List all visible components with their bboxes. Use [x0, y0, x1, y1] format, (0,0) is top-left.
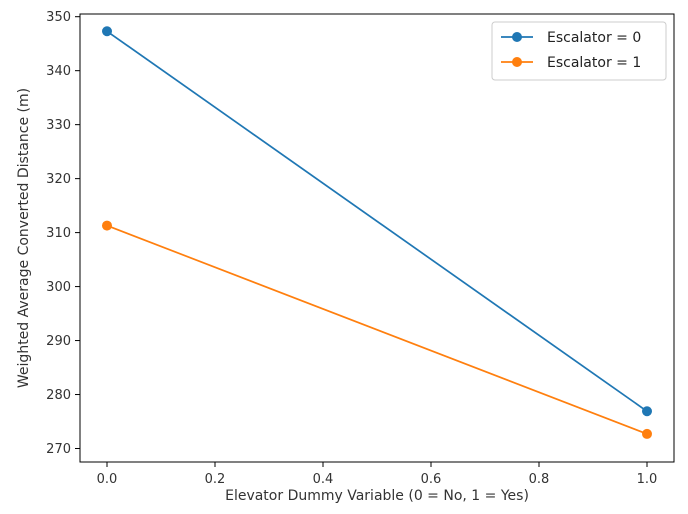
legend-swatch-marker: [512, 32, 522, 42]
y-tick-label: 310: [46, 226, 71, 241]
y-tick-label: 330: [46, 118, 71, 133]
x-tick-label: 1.0: [637, 472, 658, 487]
series-layer: [102, 26, 652, 439]
x-tick-label: 0.6: [421, 472, 442, 487]
series-line-0: [106, 30, 648, 412]
series-line-1: [106, 224, 648, 435]
y-axis-label: Weighted Average Converted Distance (m): [16, 88, 32, 388]
y-tick-label: 290: [46, 334, 71, 349]
y-tick-label: 350: [46, 10, 71, 25]
data-point: [642, 406, 652, 417]
y-axis-ticks: 270 280 290 300 310 320 330 340 350: [46, 10, 80, 457]
legend-label: Escalator = 0: [547, 30, 641, 46]
y-tick-label: 320: [46, 172, 71, 187]
data-point: [642, 428, 652, 439]
y-tick-label: 340: [46, 64, 71, 79]
x-tick-label: 0.8: [529, 472, 550, 487]
legend-swatch-marker: [512, 57, 522, 67]
y-tick-label: 270: [46, 442, 71, 457]
data-point: [102, 26, 112, 37]
y-tick-label: 300: [46, 280, 71, 295]
y-tick-label: 280: [46, 388, 71, 403]
legend-label: Escalator = 1: [547, 55, 641, 71]
x-axis-label: Elevator Dummy Variable (0 = No, 1 = Yes…: [225, 488, 529, 504]
x-tick-label: 0.0: [97, 472, 118, 487]
x-axis-ticks: 0.0 0.2 0.4 0.6 0.8 1.0: [97, 462, 658, 487]
x-tick-label: 0.2: [205, 472, 226, 487]
x-tick-label: 0.4: [313, 472, 334, 487]
legend-box: [491, 21, 667, 81]
legend: Escalator = 0 Escalator = 1: [491, 21, 667, 81]
data-point: [102, 220, 112, 231]
plot-area: [79, 13, 675, 463]
